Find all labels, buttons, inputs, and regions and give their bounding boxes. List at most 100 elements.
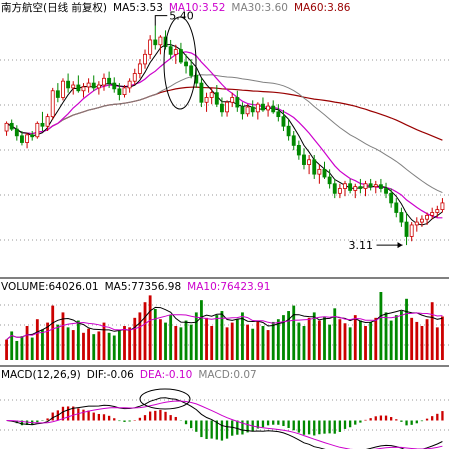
candle-body: [153, 39, 158, 46]
candle: [204, 92, 209, 112]
candle-body: [389, 192, 394, 204]
candle: [9, 119, 14, 132]
candle-body: [230, 97, 235, 103]
candle: [189, 59, 194, 79]
candle: [435, 205, 440, 218]
candle: [4, 121, 9, 136]
candle: [158, 35, 163, 55]
candle: [40, 111, 45, 132]
candle: [132, 68, 137, 86]
candle-body: [302, 154, 306, 165]
candle-body: [276, 111, 281, 118]
candle-body: [14, 128, 19, 137]
candle: [440, 198, 445, 213]
candle: [30, 131, 35, 141]
candle: [76, 75, 81, 93]
candle-body: [96, 84, 101, 89]
candle: [55, 83, 60, 103]
legend-item-0: VOLUME:64026.01: [1, 281, 99, 293]
high-price-pointer: [154, 15, 168, 26]
candle: [143, 49, 147, 69]
candle-body: [291, 135, 296, 146]
candle-body: [107, 77, 112, 84]
candle-body: [250, 106, 255, 113]
candle: [307, 154, 312, 175]
candle-body: [20, 135, 24, 143]
candle-body: [266, 105, 271, 111]
candle: [296, 140, 301, 160]
candle: [430, 207, 435, 220]
candle: [117, 83, 122, 101]
candle-body: [102, 77, 106, 86]
candle-body: [40, 122, 45, 127]
candle-body: [384, 188, 388, 194]
high-price-label: 5.40: [169, 10, 194, 23]
candle-body: [286, 125, 291, 137]
candle: [394, 198, 399, 218]
candle: [291, 131, 296, 151]
candle: [153, 25, 158, 50]
candle: [137, 59, 142, 79]
candle-body: [143, 53, 147, 65]
ma30-line: [6, 74, 443, 194]
candle-body: [425, 214, 429, 220]
candle-body: [363, 183, 368, 189]
candle-body: [332, 183, 337, 194]
candle-body: [394, 202, 399, 213]
candle-body: [373, 184, 378, 188]
candle-body: [414, 221, 419, 226]
candle-body: [61, 80, 65, 98]
candle-body: [271, 105, 276, 113]
candle-body: [137, 63, 142, 74]
candle-body: [117, 88, 122, 95]
price-panel: 5.40 3.11 南方航空(日线 前复权) MA5:3.53 MA10:3.52 MA…: [0, 1, 449, 279]
candle: [384, 182, 388, 199]
candle-body: [337, 188, 342, 194]
macd-panel: MACD(12,26,9) DIF:-0.06 DEA:-0.10 MACD:0.07: [0, 369, 449, 449]
candle-body: [343, 183, 347, 189]
candle: [322, 161, 327, 179]
candle-body: [322, 168, 327, 178]
candle-body: [404, 221, 409, 237]
candle: [71, 81, 76, 95]
low-price-arrowhead: [397, 242, 403, 249]
candle: [25, 132, 30, 149]
candle: [168, 39, 173, 60]
candle: [96, 81, 101, 95]
candle: [50, 87, 55, 120]
candle-body: [348, 183, 353, 191]
dif-line: [6, 397, 443, 449]
candle-body: [358, 186, 363, 189]
candle: [419, 215, 424, 227]
candle: [35, 121, 40, 139]
candle-body: [240, 106, 245, 115]
candle: [312, 154, 317, 179]
candle: [245, 104, 250, 117]
dea-line: [6, 400, 443, 449]
candle-body: [296, 144, 301, 156]
candle: [214, 85, 219, 108]
candle-body: [327, 176, 332, 185]
candle: [353, 183, 358, 199]
candle-body: [378, 184, 383, 189]
ma5-line: [6, 44, 443, 226]
candle-body: [122, 87, 127, 95]
candle: [148, 35, 153, 60]
candle: [363, 180, 368, 197]
candle: [86, 78, 91, 93]
legend-item-1: DIF:-0.06: [87, 369, 134, 381]
candle: [348, 178, 353, 194]
candle: [240, 102, 245, 120]
candle: [209, 87, 214, 105]
candle-body: [312, 159, 317, 175]
candle-body: [55, 90, 60, 98]
candle-body: [353, 186, 358, 191]
candle-body: [184, 61, 188, 67]
candle-body: [148, 39, 153, 55]
candle-body: [45, 116, 50, 127]
candle: [102, 73, 106, 91]
candle: [225, 100, 230, 117]
legend-item-1: MA5:3.53: [113, 2, 163, 14]
candle-body: [86, 82, 91, 88]
candle-body: [225, 101, 230, 113]
